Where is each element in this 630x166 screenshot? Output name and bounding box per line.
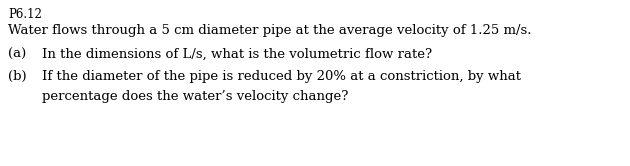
- Text: (b): (b): [8, 70, 26, 83]
- Text: (a): (a): [8, 48, 26, 61]
- Text: P6.12: P6.12: [8, 8, 42, 21]
- Text: Water flows through a 5 cm diameter pipe at the average velocity of 1.25 m/s.: Water flows through a 5 cm diameter pipe…: [8, 24, 532, 37]
- Text: percentage does the water’s velocity change?: percentage does the water’s velocity cha…: [42, 90, 348, 103]
- Text: If the diameter of the pipe is reduced by 20% at a constriction, by what: If the diameter of the pipe is reduced b…: [42, 70, 521, 83]
- Text: In the dimensions of L/s, what is the volumetric flow rate?: In the dimensions of L/s, what is the vo…: [42, 48, 432, 61]
